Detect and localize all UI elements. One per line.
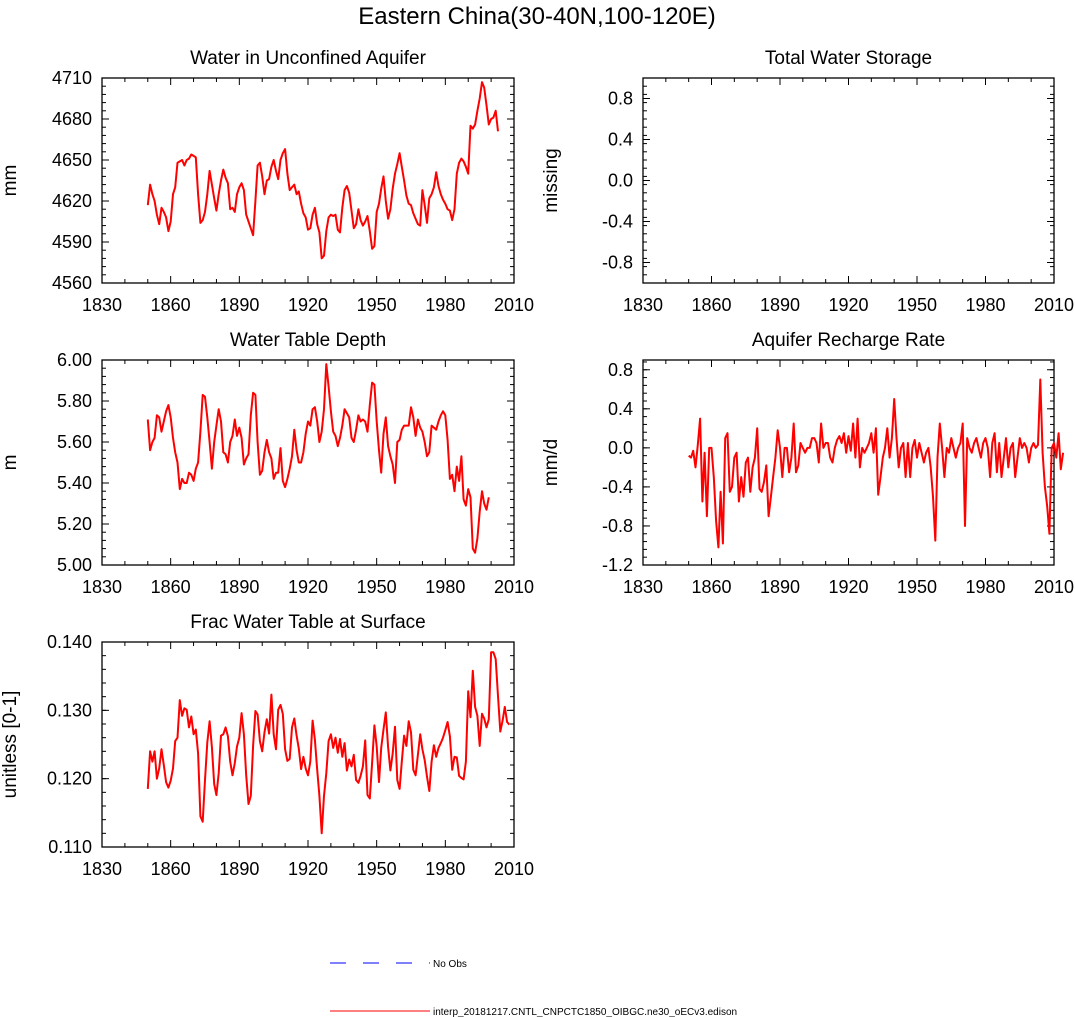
y-tick-label: 0.0 <box>608 171 633 191</box>
x-tick-label: 1920 <box>828 577 868 597</box>
panel-title: Aquifer Recharge Rate <box>752 330 945 351</box>
y-tick-label: -1.2 <box>602 555 633 575</box>
y-tick-label: -0.4 <box>602 212 633 232</box>
plot-frame <box>101 359 515 566</box>
x-tick-label: 1950 <box>897 295 937 315</box>
y-tick-label: 0.120 <box>47 769 92 789</box>
plot-frame <box>642 77 1055 284</box>
x-tick-label: 1890 <box>760 295 800 315</box>
x-tick-label: 2010 <box>494 859 534 879</box>
figure-title: Eastern China(30-40N,100-120E) <box>358 3 716 30</box>
x-tick-label: 1860 <box>151 859 191 879</box>
panel-title: Total Water Storage <box>765 48 932 69</box>
y-tick-label: 5.20 <box>57 514 92 534</box>
x-tick-label: 1920 <box>288 295 328 315</box>
y-tick-label: 0.4 <box>608 399 633 419</box>
y-tick-label: 5.60 <box>57 432 92 452</box>
series-line <box>146 363 490 554</box>
legend-model-label: interp_20181217.CNTL_CNPCTC1850_OIBGC.ne… <box>433 1007 737 1017</box>
x-tick-label: 1890 <box>219 577 259 597</box>
x-tick-label: 1920 <box>288 859 328 879</box>
plot-frame <box>101 77 515 284</box>
x-tick-label: 2010 <box>494 577 534 597</box>
x-tick-label: 1830 <box>82 859 122 879</box>
x-tick-label: 1980 <box>425 577 465 597</box>
y-tick-label: 4710 <box>52 68 92 88</box>
x-tick-label: 1830 <box>623 295 663 315</box>
y-tick-label: 4560 <box>52 273 92 293</box>
y-tick-label: 6.00 <box>57 350 92 370</box>
x-tick-label: 1950 <box>897 577 937 597</box>
y-tick-label: 0.8 <box>608 360 633 380</box>
y-tick-label: 5.00 <box>57 555 92 575</box>
panel-5: Frac Water Table at Surface 1830 1860 1890 1… <box>0 612 534 879</box>
y-tick-label: 5.80 <box>57 391 92 411</box>
x-tick-label: 1860 <box>691 295 731 315</box>
y-tick-label: 4590 <box>52 232 92 252</box>
legend-no-obs-label: No Obs <box>433 959 467 970</box>
x-tick-label: 1860 <box>151 295 191 315</box>
x-tick-label: 1980 <box>965 577 1005 597</box>
series-line <box>688 378 1065 549</box>
y-axis-label: mm/d <box>541 439 562 487</box>
x-tick-label: 1890 <box>219 295 259 315</box>
series-line <box>146 81 499 260</box>
panel-1: Water in Unconfined Aquifer 1830 1860 1890 1… <box>0 48 534 315</box>
x-tick-label: 1950 <box>357 859 397 879</box>
panel-3: Water Table Depth 1830 1860 1890 1920 1950 198… <box>0 330 534 597</box>
x-tick-label: 1920 <box>828 295 868 315</box>
legend: No Obs interp_20181217.CNTL_CNPCTC1850_O… <box>330 959 737 1017</box>
x-tick-label: 1860 <box>691 577 731 597</box>
y-tick-label: 0.140 <box>47 632 92 652</box>
y-tick-label: 0.0 <box>608 438 633 458</box>
y-tick-label: 5.40 <box>57 473 92 493</box>
x-tick-label: 1980 <box>965 295 1005 315</box>
y-tick-label: -0.8 <box>602 516 633 536</box>
y-axis-label: unitless [0-1] <box>0 691 21 799</box>
y-axis-label: missing <box>541 148 562 212</box>
x-tick-label: 1890 <box>219 859 259 879</box>
x-tick-label: 1830 <box>623 577 663 597</box>
x-tick-label: 1980 <box>425 859 465 879</box>
y-axis-label: m <box>0 455 21 471</box>
panels: Water in Unconfined Aquifer 1830 1860 1890 1… <box>0 48 1074 879</box>
x-tick-label: 2010 <box>1034 577 1074 597</box>
y-tick-label: 4620 <box>52 191 92 211</box>
x-tick-label: 1950 <box>357 577 397 597</box>
x-tick-label: 1830 <box>82 577 122 597</box>
x-tick-label: 1920 <box>288 577 328 597</box>
plot-frame <box>101 641 515 848</box>
y-tick-label: 0.8 <box>608 89 633 109</box>
y-tick-label: -0.8 <box>602 253 633 273</box>
y-tick-label: 0.130 <box>47 700 92 720</box>
panel-title: Water Table Depth <box>230 330 386 351</box>
series-line <box>146 651 511 835</box>
y-tick-label: 4680 <box>52 109 92 129</box>
y-axis-label: mm <box>0 165 21 197</box>
y-tick-label: -0.4 <box>602 477 633 497</box>
x-tick-label: 1860 <box>151 577 191 597</box>
x-tick-label: 1980 <box>425 295 465 315</box>
panel-2: Total Water Storage 1830 1860 1890 1920 1950 1… <box>541 48 1074 315</box>
x-tick-label: 2010 <box>494 295 534 315</box>
x-tick-label: 1830 <box>82 295 122 315</box>
y-tick-label: 0.4 <box>608 130 633 150</box>
y-tick-label: 4650 <box>52 150 92 170</box>
x-tick-label: 2010 <box>1034 295 1074 315</box>
y-tick-label: 0.110 <box>48 837 92 857</box>
panel-4: Aquifer Recharge Rate 1830 1860 1890 1920 195… <box>541 330 1074 597</box>
x-tick-label: 1890 <box>760 577 800 597</box>
panel-title: Frac Water Table at Surface <box>190 612 426 633</box>
panel-title: Water in Unconfined Aquifer <box>190 48 427 69</box>
x-tick-label: 1950 <box>357 295 397 315</box>
